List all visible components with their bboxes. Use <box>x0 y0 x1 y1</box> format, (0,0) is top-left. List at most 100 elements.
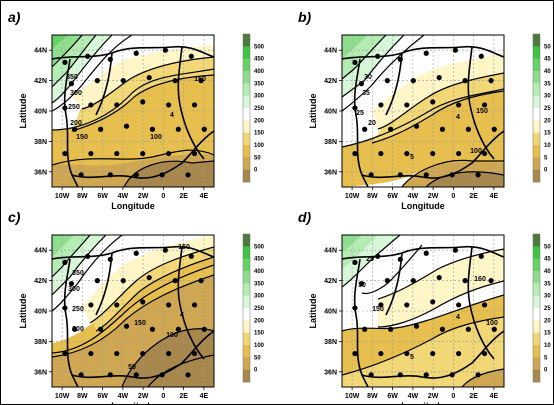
station-dot <box>430 299 436 305</box>
colorbar-swatch <box>533 46 540 59</box>
colorbar-tick-label: 500 <box>254 244 265 250</box>
colorbar-tick-label: 200 <box>254 118 265 124</box>
station-dot <box>198 278 204 284</box>
border-line <box>63 258 79 387</box>
station-dot <box>352 350 358 357</box>
y-tick-label: 42N <box>324 278 337 285</box>
station-dot <box>378 102 384 108</box>
station-dot <box>85 253 91 259</box>
y-tick-label: 38N <box>324 339 337 346</box>
colorbar-swatch <box>243 46 250 59</box>
station-dot <box>166 302 172 308</box>
colorbar-swatch <box>243 283 250 296</box>
y-axis-label: Latitude <box>18 294 28 329</box>
contour-label: 5 <box>410 354 414 361</box>
station-dot <box>72 326 78 332</box>
station-dot <box>198 78 204 84</box>
border-line <box>177 46 205 160</box>
colorbar-swatch <box>243 258 250 272</box>
contour-label: 25 <box>356 110 364 117</box>
station-dot <box>368 172 374 178</box>
station-dot <box>436 274 442 281</box>
contour-label: 200 <box>72 326 84 333</box>
colorbar-tick-label: 10 <box>544 343 551 349</box>
contour-label: 300 <box>68 286 80 293</box>
colorbar-swatch <box>243 308 250 321</box>
map-content: 350 300 250 200 150 100 150 4 <box>52 35 214 187</box>
station-dot <box>449 372 455 378</box>
colorbar-tick-label: 20 <box>544 118 551 124</box>
station-dot <box>162 247 168 253</box>
station-dot <box>62 105 68 111</box>
station-dot <box>352 105 358 111</box>
panel-label: c) <box>8 209 21 225</box>
map-area: 30 35 25 20 150 100 5 4 <box>342 35 504 187</box>
station-dot <box>423 372 429 378</box>
colorbar-swatch <box>533 71 540 84</box>
station-dot <box>378 150 384 157</box>
contour-line <box>342 35 405 98</box>
station-dot <box>94 78 100 84</box>
colorbar-swatch <box>243 369 250 383</box>
field-band <box>362 245 422 294</box>
border-line <box>467 246 495 360</box>
colorbar-swatch <box>533 108 540 121</box>
station-dot <box>98 326 104 332</box>
x-tick-label: 8W <box>77 193 88 200</box>
station-dot <box>62 305 68 311</box>
map-area: 150 350 300 250 200 150 100 50 4 <box>52 235 214 387</box>
station-dot <box>166 150 172 157</box>
border-line <box>177 246 205 360</box>
station-dot <box>481 102 488 108</box>
contour-line <box>52 264 214 354</box>
field-band <box>378 249 504 327</box>
panel-label: a) <box>8 9 21 25</box>
contour-line <box>401 159 504 187</box>
contour-label: 350 <box>72 270 84 277</box>
colorbar-swatch <box>533 246 540 259</box>
x-tick-label: 8W <box>367 393 378 400</box>
station-dot <box>368 372 374 378</box>
contour-line <box>52 274 214 358</box>
y-axis-label: Latitude <box>308 294 318 329</box>
station-dot <box>397 56 403 62</box>
colorbar-tick-label: 25 <box>544 106 551 112</box>
x-tick-label: 0 <box>161 393 165 400</box>
station-dot <box>378 350 384 357</box>
x-tick-label: 2E <box>469 393 478 400</box>
field-band <box>342 89 504 187</box>
station-dot <box>465 326 471 332</box>
x-tick-label: 6W <box>387 393 398 400</box>
station-dot <box>352 259 358 265</box>
panel-label: d) <box>298 209 312 225</box>
colorbar-swatch <box>533 132 540 146</box>
station-dot <box>85 53 91 59</box>
contour-line <box>342 316 504 376</box>
contour-label: 200 <box>70 120 82 127</box>
border-line <box>361 130 504 179</box>
station-dot <box>172 278 178 284</box>
contour-line <box>81 56 214 110</box>
border-line <box>342 245 504 260</box>
station-dot <box>62 59 68 65</box>
x-tick-label: 2W <box>428 193 439 200</box>
colorbar-tick-label: 40 <box>544 69 551 75</box>
contour-line <box>52 35 133 112</box>
y-tick-label: 42N <box>324 78 337 85</box>
station-dot <box>94 278 100 284</box>
colorbar-swatch <box>533 58 540 72</box>
contour-line <box>71 74 214 132</box>
station-dot <box>436 74 442 81</box>
contour-label: 4 <box>456 114 460 121</box>
station-dot <box>404 350 410 357</box>
colorbar-swatch <box>243 357 250 370</box>
station-dot <box>410 278 416 284</box>
colorbar-tick-label: 0 <box>544 168 548 174</box>
station-dot <box>162 47 168 53</box>
station-dot <box>140 299 146 305</box>
contour-label: 4 <box>456 314 460 321</box>
contour-line <box>377 248 504 300</box>
x-tick-label: 0 <box>451 193 455 200</box>
colorbar-swatch <box>243 145 250 158</box>
colorbar-swatch <box>533 169 540 183</box>
